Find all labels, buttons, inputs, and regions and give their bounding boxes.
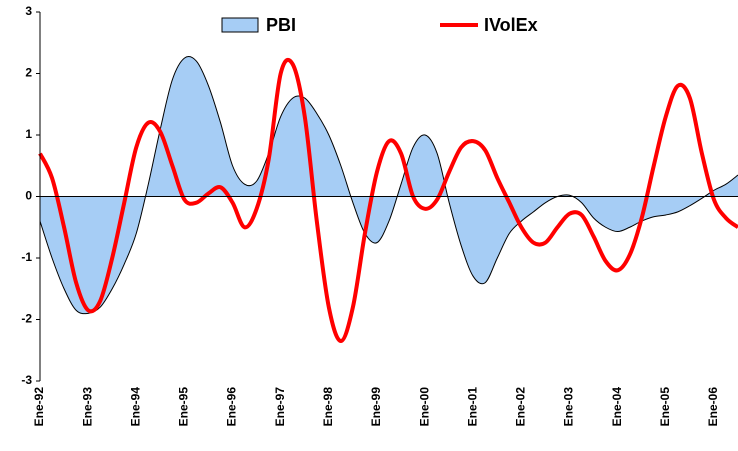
y-tick-label: 3	[25, 4, 32, 18]
area-outline	[39, 56, 738, 315]
x-tick-label: Ene-97	[273, 387, 287, 427]
x-tick-label: Ene-00	[417, 387, 431, 427]
y-tick-label: 0	[25, 189, 32, 203]
x-tick-label: Ene-94	[128, 387, 142, 427]
legend-label: IVolEx	[484, 15, 538, 35]
x-tick-label: Ene-92	[32, 387, 46, 427]
y-tick-label: -2	[21, 312, 32, 326]
line	[38, 57, 738, 344]
x-tick-label: Ene-98	[321, 387, 335, 427]
x-tick-label: Ene-95	[177, 387, 191, 427]
y-tick-label: -3	[21, 373, 32, 387]
legend-swatch	[221, 17, 259, 33]
legend-label: PBI	[266, 15, 296, 35]
x-tick-label: Ene-01	[465, 387, 479, 427]
x-tick-label: Ene-04	[610, 387, 624, 427]
y-tick-label: -1	[21, 250, 32, 264]
x-tick-label: Ene-99	[369, 387, 383, 427]
x-tick-label: Ene-05	[658, 387, 672, 427]
x-tick-label: Ene-02	[514, 387, 528, 427]
area	[40, 56, 738, 314]
y-tick-label: 2	[25, 66, 32, 80]
x-tick-label: Ene-96	[225, 387, 239, 427]
x-tick-label: Ene-03	[562, 387, 576, 427]
y-tick-label: 1	[25, 127, 32, 141]
x-tick-label: Ene-93	[80, 387, 94, 427]
x-tick-label: Ene-06	[706, 387, 720, 427]
